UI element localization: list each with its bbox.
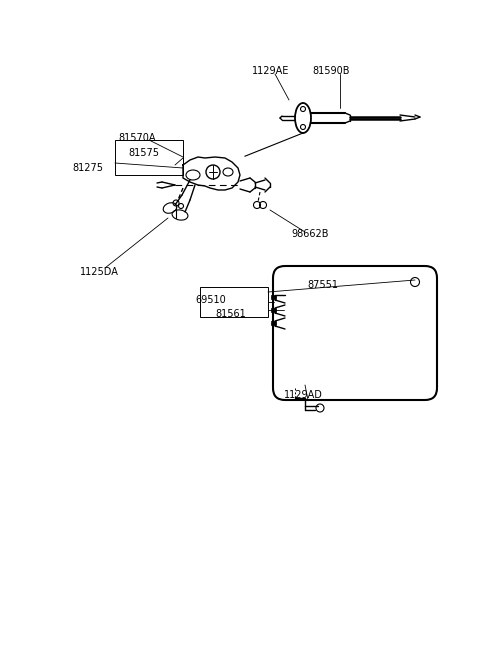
Text: 81590B: 81590B — [312, 66, 349, 76]
Bar — [271, 308, 276, 312]
Text: 81570A: 81570A — [118, 133, 156, 143]
Text: 1129AE: 1129AE — [252, 66, 289, 76]
Text: 1125DA: 1125DA — [80, 267, 119, 277]
Bar — [200, 287, 268, 317]
Text: 81275: 81275 — [72, 163, 103, 173]
Text: 69510: 69510 — [195, 295, 226, 305]
Text: 81561: 81561 — [215, 309, 246, 319]
Text: 87551: 87551 — [307, 280, 338, 290]
Text: 1129AD: 1129AD — [284, 390, 323, 400]
Bar — [271, 321, 276, 325]
Bar — [271, 295, 276, 299]
Bar — [115, 140, 183, 175]
Text: 98662B: 98662B — [291, 229, 328, 239]
Text: 81575: 81575 — [128, 148, 159, 158]
